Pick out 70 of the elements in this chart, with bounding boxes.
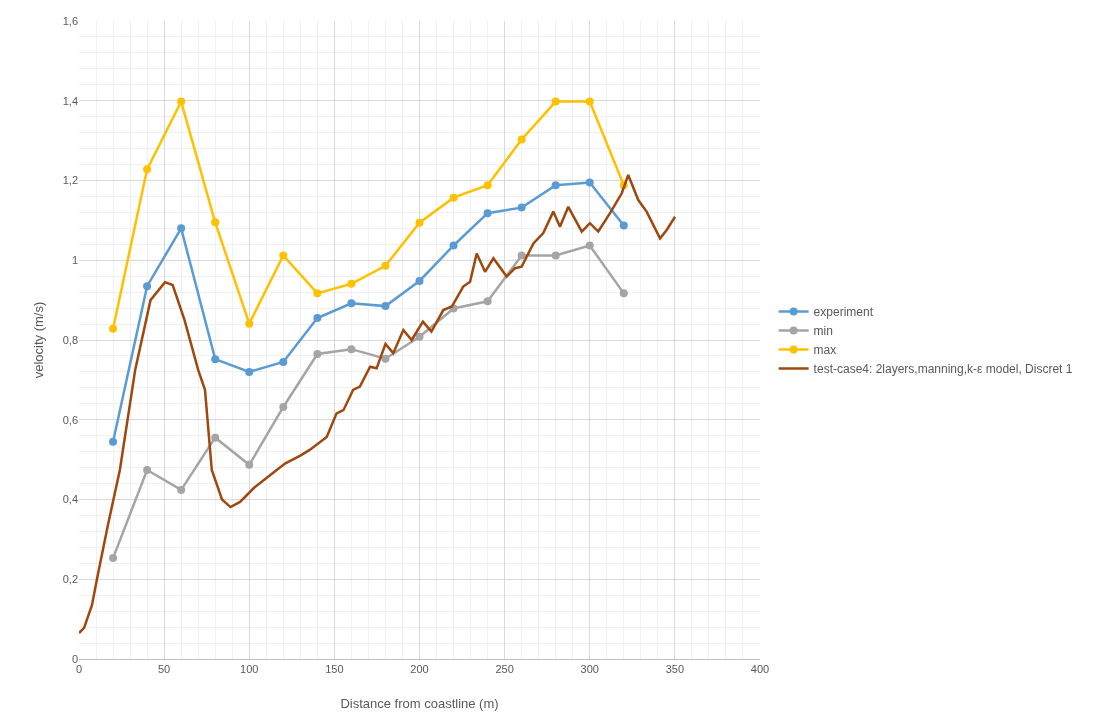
point <box>381 354 390 363</box>
point <box>177 224 186 233</box>
point <box>109 554 118 563</box>
point <box>415 276 424 285</box>
point <box>585 241 594 250</box>
x-tick-label: 50 <box>158 663 171 676</box>
point <box>177 97 186 106</box>
point <box>143 165 152 174</box>
point <box>347 345 356 354</box>
point <box>245 460 254 469</box>
point <box>585 97 594 106</box>
legend-label: min <box>813 324 833 339</box>
y-axis-title: velocity (m/s) <box>31 301 46 379</box>
y-tick-label: 1,6 <box>62 14 78 27</box>
y-tick-label: 1,4 <box>62 94 78 107</box>
point <box>483 297 492 306</box>
point <box>109 324 118 333</box>
point <box>585 178 594 187</box>
point <box>517 251 526 260</box>
point <box>415 218 424 227</box>
legend-label: test-case4: 2layers,manning,k-ε model, Discret 1 <box>813 362 1073 377</box>
x-tick-label: 200 <box>410 663 429 676</box>
x-tick-label: 150 <box>325 663 344 676</box>
point <box>211 218 220 227</box>
point <box>211 433 220 442</box>
point <box>449 193 458 202</box>
point <box>279 402 288 411</box>
point <box>245 319 254 328</box>
point <box>381 302 390 311</box>
line-series <box>79 173 677 635</box>
point <box>109 437 118 446</box>
point <box>551 181 560 190</box>
point <box>517 203 526 212</box>
y-tick-label: 1 <box>71 254 78 267</box>
y-tick-label: 0,4 <box>62 493 78 506</box>
x-tick-label: 250 <box>495 663 514 676</box>
legend-label: experiment <box>813 305 874 320</box>
y-tick-label: 0,2 <box>62 573 78 586</box>
point <box>551 97 560 106</box>
x-tick-label: 400 <box>750 663 770 676</box>
point <box>177 485 186 494</box>
point <box>313 349 322 358</box>
point <box>143 465 152 474</box>
point <box>313 289 322 298</box>
point <box>483 209 492 218</box>
point <box>211 355 220 364</box>
point <box>551 251 560 260</box>
x-axis-title: Distance from coastline (m) <box>340 696 499 711</box>
point <box>449 241 458 250</box>
point <box>517 135 526 144</box>
point <box>143 282 152 291</box>
point <box>483 181 492 190</box>
point <box>313 314 322 323</box>
y-tick-label: 1,2 <box>62 174 78 187</box>
point <box>619 221 628 230</box>
y-tick-label: 0,6 <box>62 413 78 426</box>
point <box>347 299 356 308</box>
point <box>619 289 628 298</box>
point <box>347 279 356 288</box>
point <box>415 332 424 341</box>
x-tick-label: 300 <box>580 663 599 676</box>
legend-label: max <box>813 343 837 358</box>
point <box>279 357 288 366</box>
x-tick-label: 350 <box>665 663 685 676</box>
point <box>245 367 254 376</box>
y-tick-label: 0 <box>71 652 78 665</box>
y-tick-label: 0,8 <box>62 333 78 346</box>
point <box>381 261 390 270</box>
point <box>279 251 288 260</box>
x-tick-label: 100 <box>240 663 259 676</box>
